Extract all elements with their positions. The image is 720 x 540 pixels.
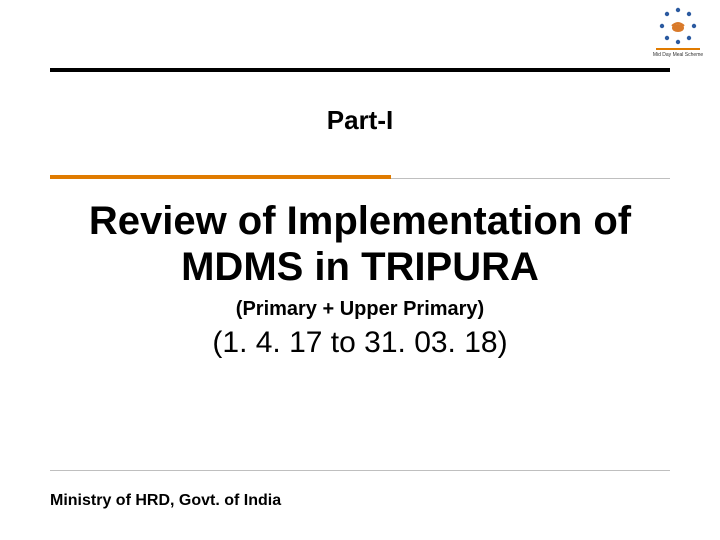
subtitle: (Primary + Upper Primary) [0, 298, 720, 321]
main-title-line2: MDMS in TRIPURA [181, 245, 539, 289]
footer-text: Ministry of HRD, Govt. of India [50, 492, 281, 510]
divider-bottom [50, 470, 670, 471]
main-title-line1: Review of Implementation of [89, 199, 631, 243]
divider-mid [50, 175, 670, 179]
divider-mid-gray [391, 178, 670, 179]
mdm-logo: Mid Day Meal Scheme [650, 6, 706, 62]
divider-mid-orange [50, 175, 391, 179]
logo-caption: Mid Day Meal Scheme [653, 52, 703, 58]
divider-top [50, 68, 670, 72]
main-title: Review of Implementation of MDMS in TRIP… [0, 198, 720, 290]
part-label: Part-I [0, 105, 720, 136]
logo-underline [656, 48, 700, 50]
mdm-logo-graphic [658, 6, 698, 46]
date-range: (1. 4. 17 to 31. 03. 18) [0, 326, 720, 360]
